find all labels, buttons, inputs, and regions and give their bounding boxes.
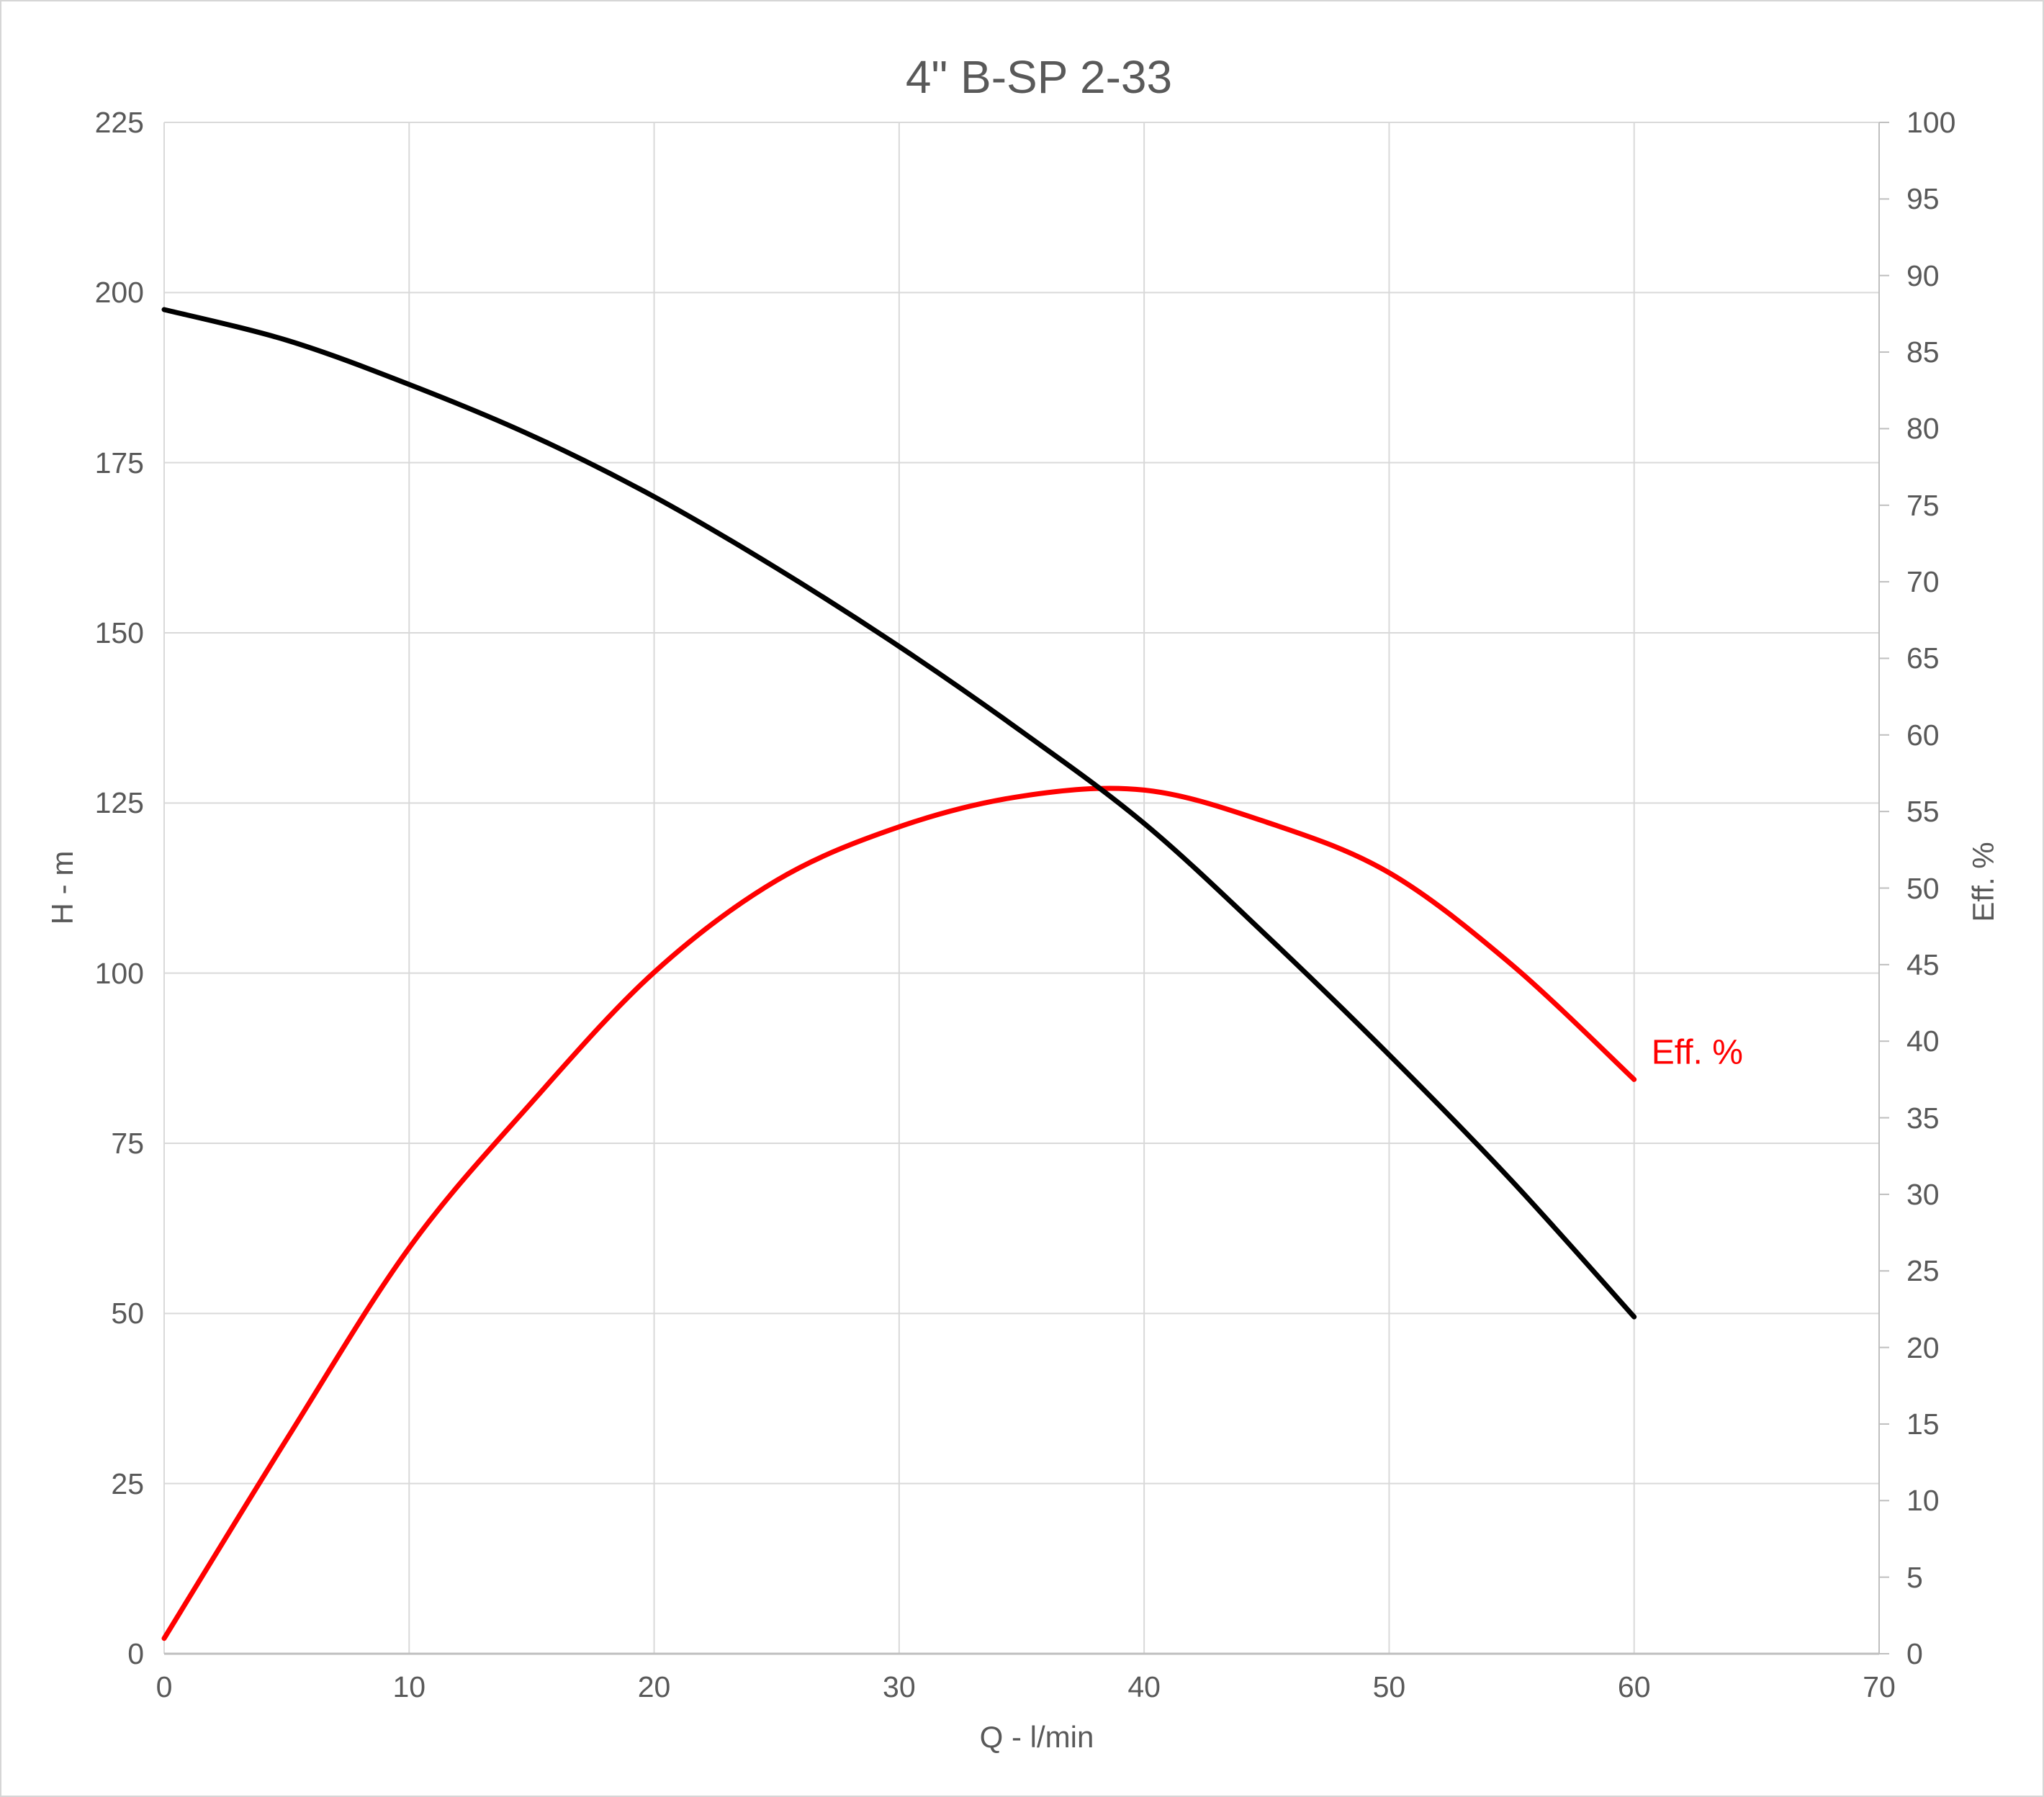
y-left-tick-label: 175 (94, 446, 144, 479)
y-right-tick-label: 65 (1906, 641, 1940, 675)
y-right-tick-label: 25 (1906, 1254, 1940, 1288)
efficiency-curve (161, 785, 1637, 1641)
y-right-tick-label: 55 (1906, 795, 1940, 829)
y-right-tick-label: 45 (1906, 947, 1940, 981)
y-left-tick-label: 225 (94, 106, 144, 139)
y-right-tick-label: 10 (1906, 1484, 1940, 1518)
chart-title: 4" B-SP 2-33 (905, 51, 1173, 103)
x-tick-label: 20 (637, 1670, 671, 1703)
x-tick-label: 10 (392, 1670, 426, 1703)
y-right-tick-label: 40 (1906, 1024, 1940, 1058)
y-left-tick-label: 150 (94, 616, 144, 649)
y-right-tick-label: 95 (1906, 182, 1940, 216)
y-right-tick-label: 75 (1906, 488, 1940, 522)
x-tick-label: 40 (1127, 1670, 1161, 1703)
y-right-axis-title: Eff. % (1966, 842, 2000, 922)
x-axis-title: Q - l/min (979, 1720, 1094, 1754)
x-tick-label: 60 (1617, 1670, 1651, 1703)
y-left-tick-label: 25 (111, 1467, 144, 1500)
y-right-tick-label: 30 (1906, 1177, 1940, 1211)
x-tick-label: 50 (1372, 1670, 1406, 1703)
x-tick-label: 30 (883, 1670, 916, 1703)
y-right-tick-label: 20 (1906, 1330, 1940, 1364)
efficiency-series-label: Eff. % (1651, 1033, 1743, 1072)
y-left-tick-label: 125 (94, 786, 144, 820)
y-right-tick-label: 90 (1906, 258, 1940, 292)
y-right-tick-label: 80 (1906, 412, 1940, 446)
y-right-tick-label: 50 (1906, 871, 1940, 905)
head-curve (161, 307, 1637, 1320)
y-left-axis-title: H - m (45, 850, 79, 925)
x-tick-label: 70 (1863, 1670, 1896, 1703)
y-right-tick-label: 85 (1906, 335, 1940, 369)
y-right-tick-label: 15 (1906, 1407, 1940, 1441)
y-left-tick-label: 75 (111, 1127, 144, 1160)
y-right-tick-label: 60 (1906, 718, 1940, 752)
y-right-tick-label: 70 (1906, 565, 1940, 599)
y-right-tick-label: 0 (1906, 1637, 1923, 1670)
y-left-tick-label: 0 (127, 1637, 144, 1670)
y-left-tick-label: 100 (94, 956, 144, 990)
y-right-tick-label: 5 (1906, 1560, 1923, 1594)
y-right-tick-label: 100 (1906, 106, 1956, 139)
y-left-tick-label: 200 (94, 276, 144, 310)
x-tick-label: 0 (156, 1670, 173, 1703)
y-right-tick-label: 35 (1906, 1101, 1940, 1135)
y-left-tick-label: 50 (111, 1297, 144, 1330)
